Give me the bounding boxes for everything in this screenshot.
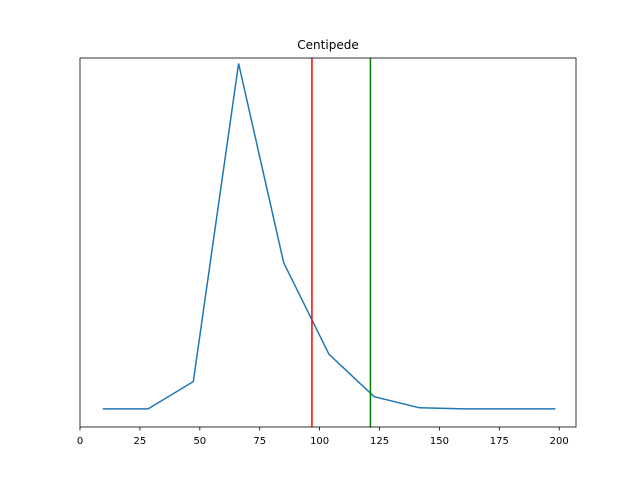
x-tick-label: 200 (550, 436, 569, 447)
series-line-0 (102, 63, 556, 410)
x-tick-label: 100 (310, 436, 329, 447)
x-tick-label: 150 (430, 436, 449, 447)
x-tick-label: 0 (77, 436, 83, 447)
chart-title: Centipede (297, 38, 358, 52)
x-tick-label: 25 (134, 436, 147, 447)
x-tick-label: 75 (253, 436, 266, 447)
x-tick-label: 50 (193, 436, 206, 447)
plot-area (102, 58, 556, 427)
x-tick-label: 175 (490, 436, 509, 447)
x-tick-label: 125 (370, 436, 389, 447)
x-axis: 0 25 50 75 100 125 150 175 200 (77, 427, 569, 447)
axes-frame (79, 57, 577, 428)
